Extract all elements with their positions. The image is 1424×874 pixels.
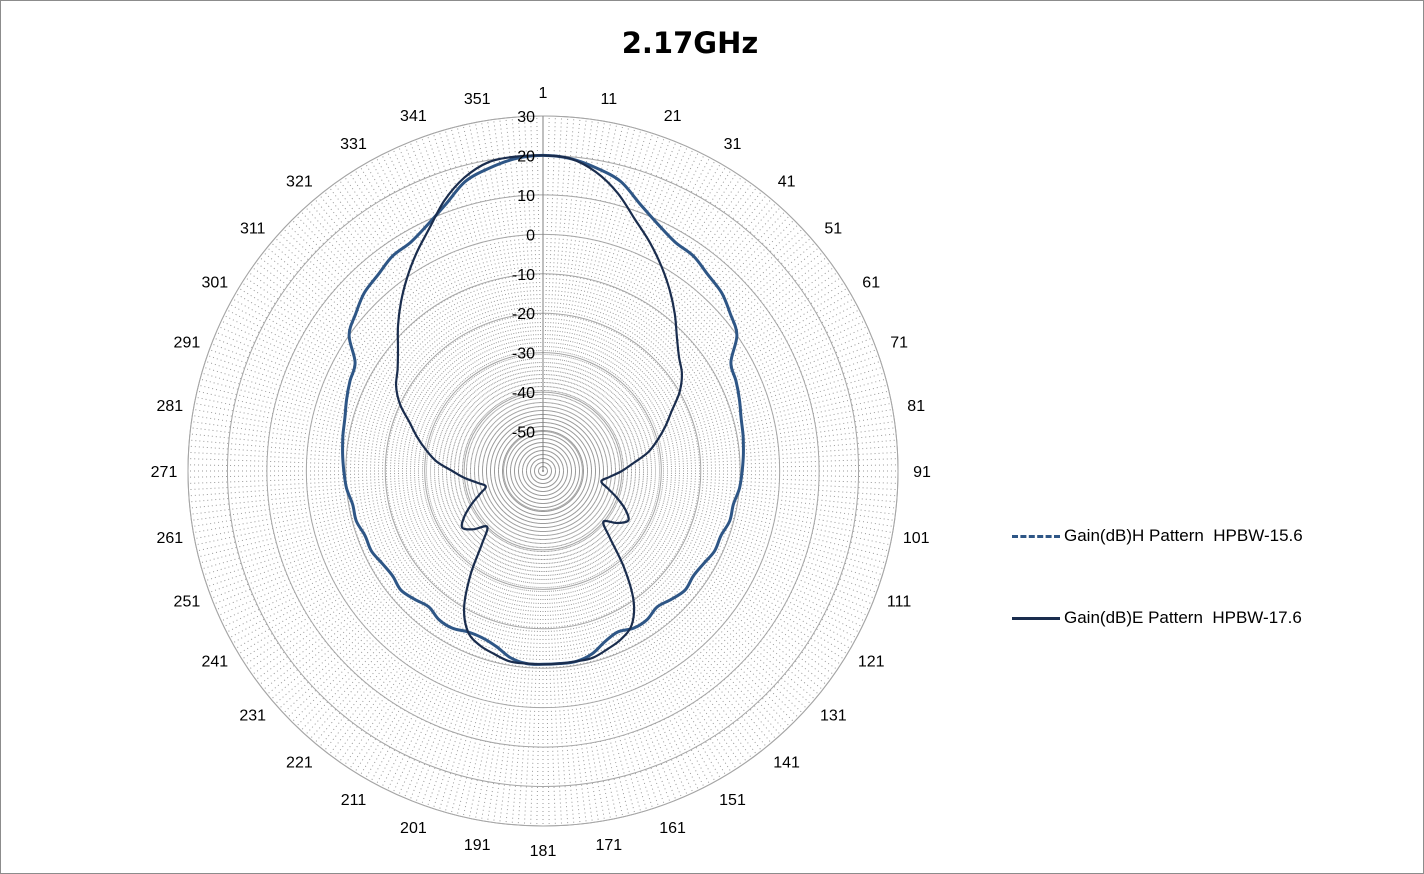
radial-tick-label: -40	[512, 385, 535, 402]
angle-tick-label: 131	[820, 708, 847, 725]
chart-title: 2.17GHz	[621, 26, 759, 60]
angle-tick-label: 301	[201, 275, 228, 292]
angle-tick-label: 311	[240, 220, 266, 237]
legend-label-h-pattern: Gain(dB)H Pattern HPBW-15.6	[1064, 526, 1303, 545]
radial-tick-label: -30	[512, 346, 535, 363]
angle-tick-label: 51	[824, 220, 842, 237]
angle-tick-label: 161	[659, 820, 686, 837]
angle-tick-label: 191	[464, 837, 491, 854]
angle-tick-label: 91	[913, 464, 931, 481]
angle-tick-label: 251	[174, 594, 201, 611]
radial-tick-label: 0	[526, 227, 535, 244]
angle-tick-label: 281	[156, 398, 183, 415]
angle-tick-label: 41	[778, 174, 796, 191]
angle-tick-label: 71	[890, 334, 908, 351]
legend-swatch-e-pattern	[1012, 616, 1060, 620]
angle-tick-label: 121	[858, 654, 885, 671]
radial-tick-label: 10	[517, 188, 535, 205]
angle-tick-label: 231	[239, 708, 266, 725]
radial-tick-label: 30	[517, 109, 535, 126]
radial-tick-label: -20	[512, 306, 535, 323]
angle-tick-label: 271	[151, 464, 178, 481]
series-layer	[341, 153, 745, 666]
angle-tick-label: 201	[400, 820, 427, 837]
angle-tick-label: 331	[340, 136, 367, 153]
legend-label-e-pattern: Gain(dB)E Pattern HPBW-17.6	[1064, 608, 1302, 627]
angle-tick-label: 11	[600, 91, 617, 108]
angle-tick-label: 101	[903, 530, 930, 547]
angle-tick-label: 241	[201, 654, 228, 671]
legend-item-e-pattern: Gain(dB)E Pattern HPBW-17.6	[1012, 606, 1302, 630]
angle-tick-label: 1	[539, 85, 548, 102]
polar-grid	[187, 115, 899, 827]
radial-tick-label: -50	[512, 425, 535, 442]
radial-tick-label: -10	[512, 267, 535, 284]
angle-tick-label: 171	[595, 837, 622, 854]
angle-tick-label: 21	[664, 108, 682, 125]
angle-tick-label: 261	[156, 530, 183, 547]
angle-tick-label: 181	[530, 843, 557, 860]
radial-tick-label: 20	[517, 148, 535, 165]
angle-tick-label: 81	[907, 398, 925, 415]
angle-tick-label: 221	[286, 754, 313, 771]
angle-tick-label: 151	[719, 792, 746, 809]
legend-swatch-h-pattern	[1012, 534, 1060, 538]
series-line-e-pattern	[394, 154, 684, 666]
angle-tick-label: 321	[286, 174, 313, 191]
legend: Gain(dB)H Pattern HPBW-15.6 Gain(dB)E Pa…	[1012, 520, 1412, 640]
angle-tick-label: 341	[400, 108, 427, 125]
angle-tick-label: 141	[773, 754, 800, 771]
angle-tick-label: 111	[887, 594, 911, 611]
angle-tick-label: 211	[341, 792, 367, 809]
legend-item-h-pattern: Gain(dB)H Pattern HPBW-15.6	[1012, 524, 1303, 548]
angle-tick-label: 31	[724, 136, 742, 153]
angle-tick-label: 291	[174, 334, 201, 351]
angle-tick-label: 351	[464, 91, 491, 108]
angle-tick-label: 61	[862, 275, 880, 292]
